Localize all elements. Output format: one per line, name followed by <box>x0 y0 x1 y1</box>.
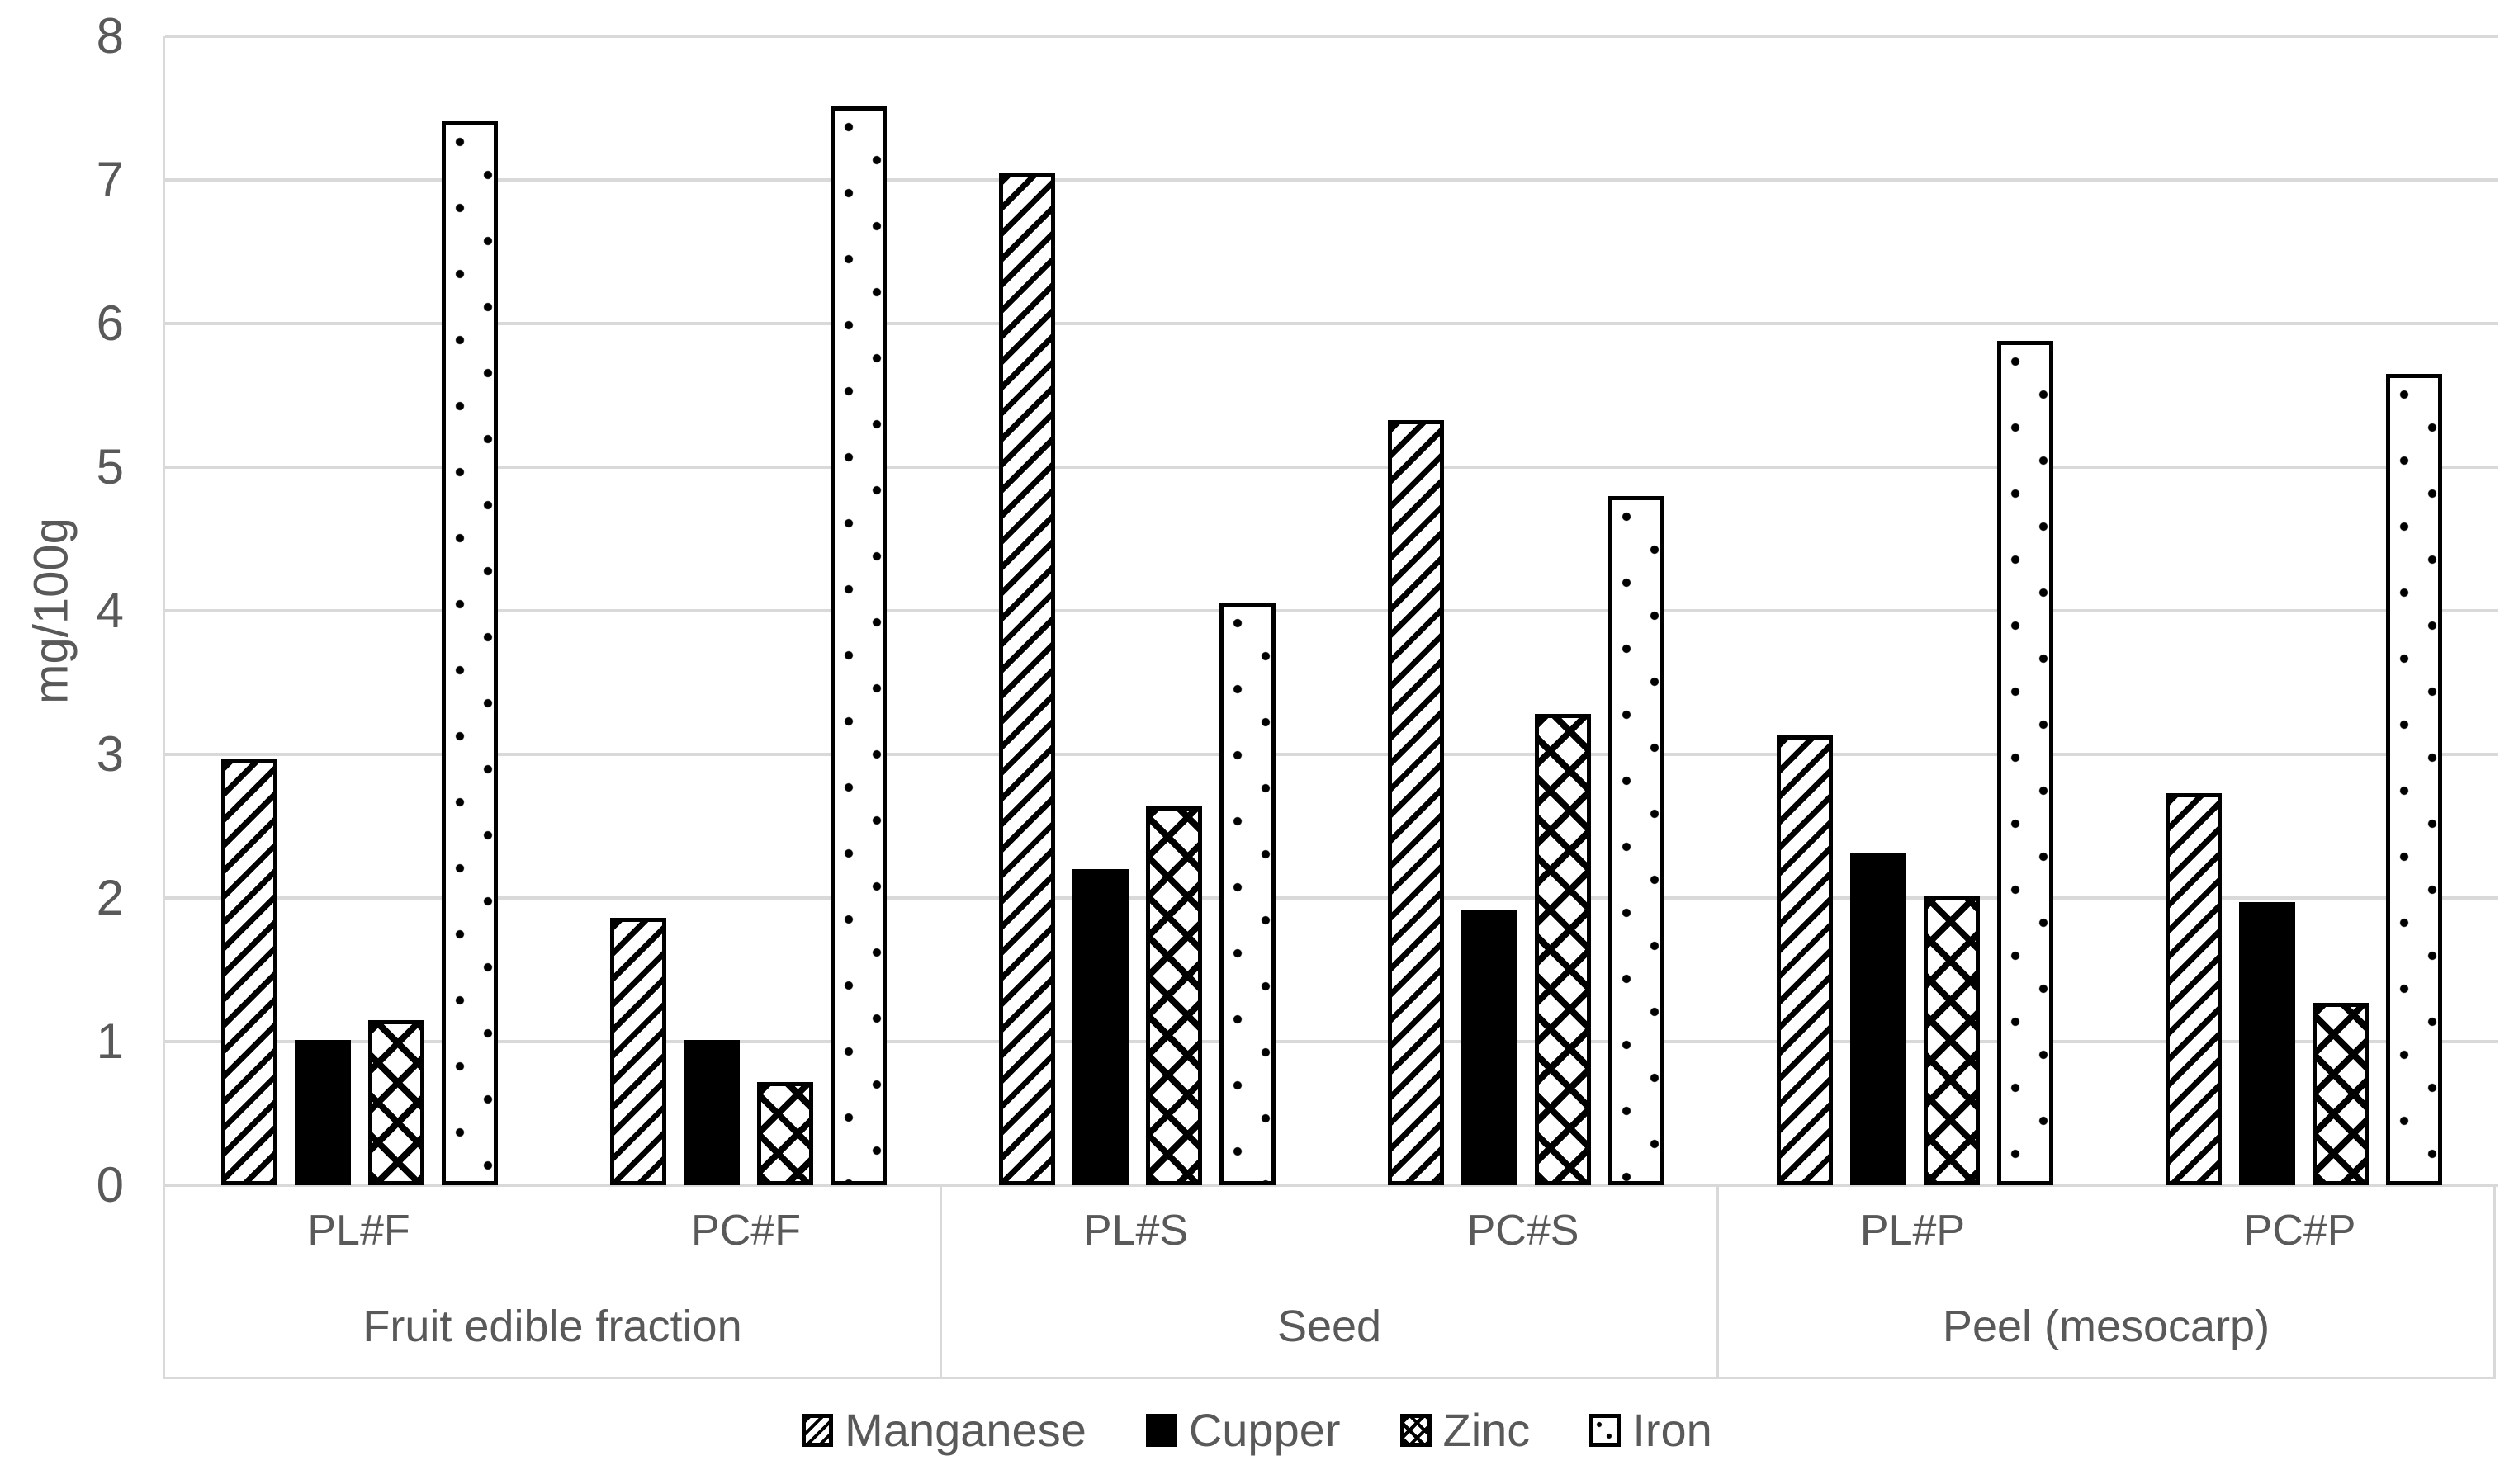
bar-zinc-PC#P <box>2313 1003 2369 1185</box>
y-tick-label-8: 8 <box>96 8 124 64</box>
category-axis-band: PL#F PC#F Fruit edible fraction PL#S PC#S See… <box>163 1185 2496 1379</box>
y-gridline-6 <box>165 322 2498 325</box>
bar-cupper-PC#P <box>2239 902 2295 1185</box>
y-tick-label-7: 7 <box>96 152 124 207</box>
y-gridline-3 <box>165 753 2498 756</box>
y-tick-label-5: 5 <box>96 439 124 494</box>
bar-iron-PL#S <box>1219 603 1276 1185</box>
category-label-PL#F: PL#F <box>307 1207 410 1255</box>
category-label-PL#S: PL#S <box>1082 1207 1189 1255</box>
bar-iron-PL#F <box>442 121 498 1185</box>
bar-cluster-PC#S <box>1332 420 1721 1185</box>
group-label: Seed <box>1276 1302 1382 1351</box>
legend-label: Iron <box>1632 1404 1712 1456</box>
bar-cluster-PL#S <box>943 173 1332 1185</box>
group-cell-1: PL#F PC#F Fruit edible fraction <box>163 1185 942 1379</box>
bar-cluster-PC#P <box>2109 374 2498 1185</box>
y-gridline-7 <box>165 178 2498 182</box>
y-gridline-2 <box>165 896 2498 900</box>
legend-label: Cupper <box>1188 1404 1341 1456</box>
bar-cupper-PC#F <box>684 1040 740 1185</box>
bar-zinc-PC#F <box>757 1082 813 1185</box>
legend-swatch-solid-icon <box>1145 1413 1177 1447</box>
y-tick-label-4: 4 <box>96 583 124 638</box>
bar-iron-PL#P <box>1997 341 2053 1185</box>
legend-swatch-dots-icon <box>1589 1413 1622 1447</box>
legend: Manganese Cupper Zinc Iron <box>0 1403 2514 1457</box>
group-cell-3: PL#P PC#P Peel (mesocarp) <box>1719 1185 2496 1379</box>
bar-cupper-PL#F <box>295 1040 351 1185</box>
y-tick-label-6: 6 <box>96 295 124 351</box>
bar-iron-PC#F <box>831 106 887 1185</box>
bar-cupper-PL#S <box>1072 869 1129 1185</box>
legend-label: Manganese <box>845 1404 1087 1456</box>
category-label-PC#P: PC#P <box>2243 1207 2356 1255</box>
y-gridline-4 <box>165 609 2498 612</box>
bar-manganese-PC#F <box>610 918 666 1185</box>
y-gridline-8 <box>165 35 2498 38</box>
bar-cluster-PL#F <box>165 121 554 1185</box>
bar-cluster-PC#F <box>554 106 943 1185</box>
legend-item-manganese: Manganese <box>802 1403 1087 1457</box>
y-tick-label-2: 2 <box>96 870 124 925</box>
bar-iron-PC#P <box>2386 374 2442 1185</box>
y-tick-label-0: 0 <box>96 1157 124 1212</box>
y-tick-label-3: 3 <box>96 726 124 782</box>
bar-manganese-PL#P <box>1777 735 1833 1185</box>
group-cell-2: PL#S PC#S Seed <box>942 1185 1719 1379</box>
bar-zinc-PL#P <box>1924 896 1980 1185</box>
group-label: Peel (mesocarp) <box>1942 1302 2270 1351</box>
y-gridline-5 <box>165 466 2498 469</box>
bar-zinc-PC#S <box>1535 714 1591 1185</box>
legend-item-cupper: Cupper <box>1145 1403 1341 1457</box>
legend-swatch-diagonal-hatch-icon <box>802 1413 834 1447</box>
bar-iron-PC#S <box>1608 496 1664 1185</box>
bar-manganese-PC#P <box>2166 793 2222 1185</box>
bar-cluster-PL#P <box>1721 341 2109 1185</box>
legend-label: Zinc <box>1442 1404 1531 1456</box>
bar-manganese-PL#F <box>221 759 277 1185</box>
group-label: Fruit edible fraction <box>362 1302 742 1351</box>
category-label-PC#F: PC#F <box>691 1207 801 1255</box>
subcategory-row: PL#F PC#F <box>165 1185 940 1276</box>
subcategory-row: PL#S PC#S <box>942 1185 1716 1276</box>
y-gridline-1 <box>165 1040 2498 1043</box>
legend-item-zinc: Zinc <box>1399 1403 1531 1457</box>
legend-item-iron: Iron <box>1589 1403 1712 1457</box>
plot-area <box>163 35 2498 1187</box>
y-tick-label-1: 1 <box>96 1014 124 1069</box>
bar-manganese-PC#S <box>1388 420 1444 1185</box>
legend-swatch-weave-icon <box>1399 1413 1432 1447</box>
bar-zinc-PL#S <box>1146 806 1202 1185</box>
bar-manganese-PL#S <box>999 173 1055 1185</box>
bar-zinc-PL#F <box>368 1020 424 1185</box>
bar-cupper-PL#P <box>1850 853 1906 1185</box>
category-label-PL#P: PL#P <box>1859 1207 1966 1255</box>
subcategory-row: PL#P PC#P <box>1719 1185 2493 1276</box>
category-label-PC#S: PC#S <box>1466 1207 1579 1255</box>
y-gridline-0 <box>165 1184 2498 1187</box>
bar-cupper-PC#S <box>1461 910 1517 1185</box>
